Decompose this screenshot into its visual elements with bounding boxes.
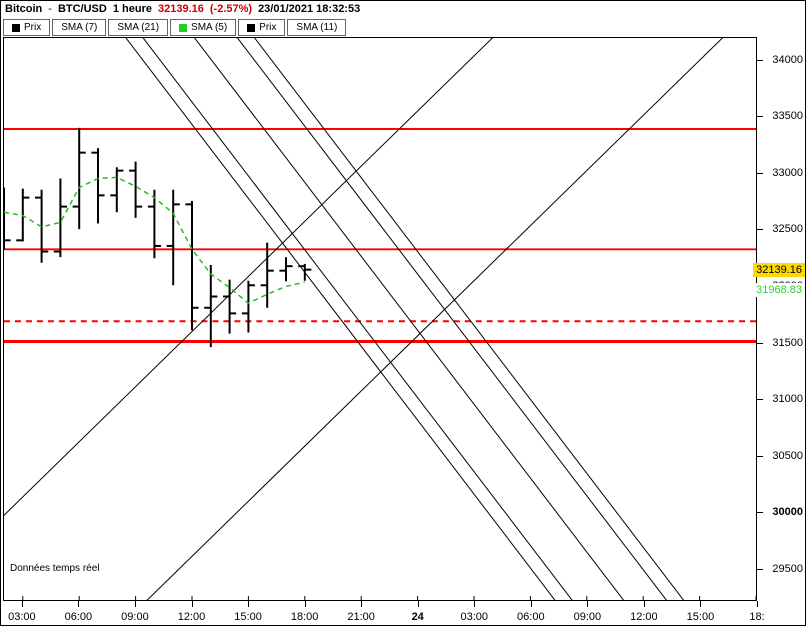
y-tick-label: 34000	[772, 54, 803, 66]
x-tick-label: 24	[412, 611, 424, 623]
legend-item[interactable]: Prix	[3, 19, 50, 36]
x-tick-mark	[192, 601, 193, 607]
legend-item[interactable]: SMA (5)	[170, 19, 236, 36]
y-tick-mark	[757, 343, 763, 344]
legend-item[interactable]: SMA (11)	[287, 19, 346, 36]
y-tick-mark	[757, 60, 763, 61]
y-tick-mark	[757, 399, 763, 400]
timeframe: 1 heure	[113, 3, 152, 15]
x-tick-label: 21:00	[347, 611, 375, 623]
x-tick-mark	[135, 601, 136, 607]
price-change: (-2.57%)	[210, 3, 252, 15]
price-tag: 31968.83	[753, 283, 805, 297]
x-tick-label: 09:00	[574, 611, 602, 623]
datetime: 23/01/2021 18:32:53	[258, 3, 360, 15]
y-tick-label: 30500	[772, 450, 803, 462]
x-axis: 03:00 06:00 09:00 12:00 15:00 18:00 21:00 24 03:…	[3, 601, 757, 625]
legend-label: SMA (5)	[191, 22, 227, 33]
plot-area[interactable]: Données temps réel	[3, 37, 757, 601]
y-tick-mark	[757, 456, 763, 457]
y-tick-label: 31500	[772, 337, 803, 349]
legend-label: SMA (11)	[296, 22, 337, 33]
legend-item[interactable]: SMA (7)	[52, 19, 106, 36]
x-tick-label: 15:00	[687, 611, 715, 623]
x-tick-label: 18:	[749, 611, 764, 623]
x-tick-mark	[418, 601, 419, 607]
y-tick-label: 30000	[772, 506, 803, 518]
x-tick-label: 03:00	[8, 611, 36, 623]
x-tick-label: 12:00	[178, 611, 206, 623]
pair-name: BTC/USD	[58, 3, 107, 15]
legend-item[interactable]: Prix	[238, 19, 285, 36]
y-tick-label: 31000	[772, 393, 803, 405]
x-tick-mark	[361, 601, 362, 607]
y-tick-label: 29500	[772, 563, 803, 575]
legend-marker-icon	[247, 24, 255, 32]
legend-marker-icon	[12, 24, 20, 32]
y-tick-mark	[757, 569, 763, 570]
x-tick-label: 12:00	[630, 611, 658, 623]
x-tick-mark	[531, 601, 532, 607]
footer-realtime: Données temps réel	[10, 563, 100, 574]
current-price: 32139.16	[158, 3, 204, 15]
x-tick-label: 06:00	[517, 611, 545, 623]
x-tick-mark	[474, 601, 475, 607]
legend-label: Prix	[259, 22, 276, 33]
x-tick-mark	[78, 601, 79, 607]
x-tick-label: 06:00	[65, 611, 93, 623]
x-tick-label: 03:00	[460, 611, 488, 623]
y-tick-label: 32500	[772, 223, 803, 235]
x-tick-mark	[757, 601, 758, 607]
legend-label: Prix	[24, 22, 41, 33]
header-separator: -	[48, 3, 52, 15]
x-tick-mark	[22, 601, 23, 607]
x-tick-label: 09:00	[121, 611, 149, 623]
legend-label: SMA (21)	[117, 22, 159, 33]
chart-svg	[4, 38, 756, 600]
y-axis: 3400033500330003250032000315003100030500…	[757, 37, 805, 601]
instrument-name: Bitcoin	[5, 3, 42, 15]
legend-label: SMA (7)	[61, 22, 97, 33]
y-tick-mark	[757, 173, 763, 174]
chart-container: Bitcoin - BTC/USD 1 heure 32139.16 (-2.5…	[0, 0, 806, 626]
y-tick-label: 33000	[772, 167, 803, 179]
x-tick-mark	[305, 601, 306, 607]
legend-marker-icon	[179, 24, 187, 32]
y-tick-mark	[757, 116, 763, 117]
x-tick-label: 15:00	[234, 611, 262, 623]
x-tick-mark	[700, 601, 701, 607]
price-tag: 32139.16	[753, 263, 805, 277]
legend-item[interactable]: SMA (21)	[108, 19, 168, 36]
x-tick-mark	[248, 601, 249, 607]
legend: Prix SMA (7) SMA (21) SMA (5) Prix SMA (11)	[3, 19, 346, 36]
y-tick-label: 33500	[772, 110, 803, 122]
chart-header: Bitcoin - BTC/USD 1 heure 32139.16 (-2.5…	[1, 1, 805, 17]
x-tick-label: 18:00	[291, 611, 319, 623]
x-tick-mark	[587, 601, 588, 607]
x-tick-mark	[644, 601, 645, 607]
y-tick-mark	[757, 229, 763, 230]
y-tick-mark	[757, 512, 763, 513]
